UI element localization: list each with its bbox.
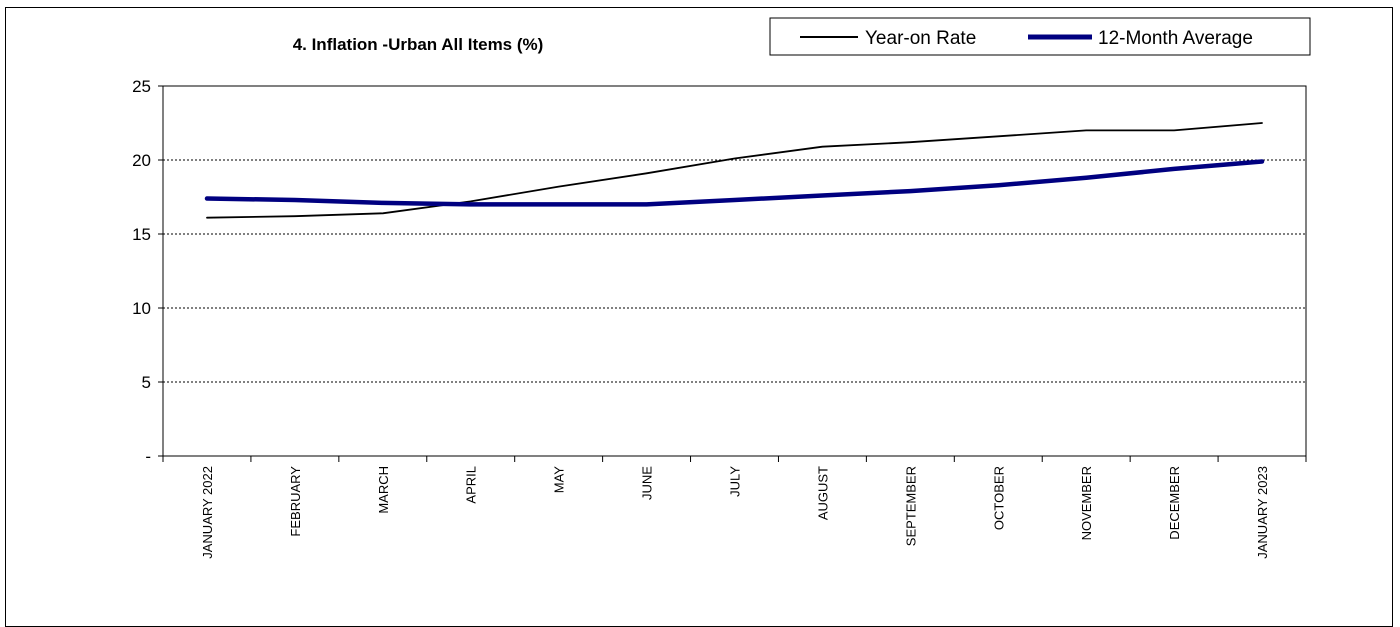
plot-area — [162, 85, 1307, 457]
x-tick-label: JANUARY 2022 — [200, 466, 215, 559]
y-tick-label: 10 — [132, 299, 151, 318]
x-tick-label: AUGUST — [815, 466, 830, 520]
x-tick-label: OCTOBER — [991, 466, 1006, 530]
axes — [162, 85, 1307, 457]
x-tick-label: MAY — [552, 466, 567, 494]
x-tick-label: APRIL — [464, 466, 479, 504]
y-tick-label: - — [145, 447, 151, 466]
y-axis-ticks: - 5 10 15 20 25 — [132, 77, 163, 466]
gridlines — [163, 159, 1306, 383]
legend: Year-on Rate 12-Month Average — [769, 17, 1311, 56]
series-line-year-on-rate — [206, 122, 1263, 219]
legend-box — [769, 17, 1311, 56]
series-lines — [204, 122, 1265, 219]
legend-label-12-month-average: 12-Month Average — [1098, 28, 1253, 49]
x-tick-label: NOVEMBER — [1079, 466, 1094, 540]
x-tick-label: DECEMBER — [1167, 466, 1182, 540]
x-axis-ticks: JANUARY 2022 FEBRUARY MARCH APRIL MAY JUNE JUL… — [162, 456, 1307, 559]
y-tick-label: 25 — [132, 77, 151, 96]
x-tick-label: FEBRUARY — [288, 466, 303, 537]
y-tick-label: 20 — [132, 151, 151, 170]
x-tick-label: JANUARY 2023 — [1255, 466, 1270, 559]
x-tick-label: JUNE — [640, 466, 655, 500]
y-tick-label: 15 — [132, 225, 151, 244]
x-tick-label: MARCH — [376, 466, 391, 514]
y-tick-label: 5 — [142, 373, 151, 392]
series-line-12-month-average — [204, 159, 1265, 207]
legend-label-year-on-rate: Year-on Rate — [865, 28, 976, 49]
x-tick-label: SEPTEMBER — [903, 466, 918, 546]
x-tick-label: JULY — [728, 466, 743, 497]
chart-title: 4. Inflation -Urban All Items (%) — [293, 35, 544, 54]
